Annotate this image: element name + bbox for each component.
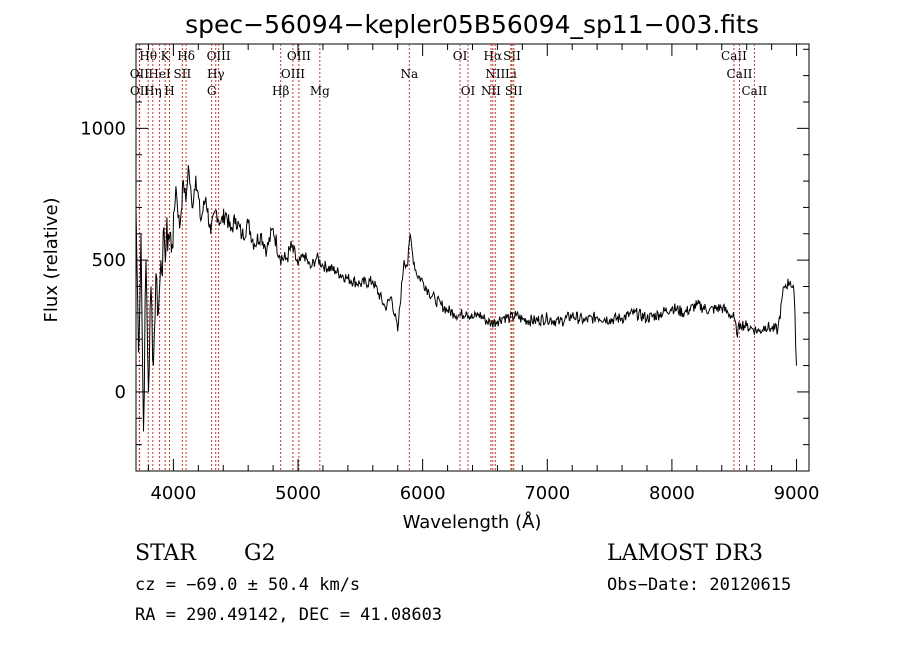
plot-frame <box>135 43 810 472</box>
marker-label-0: Hθ <box>139 49 157 63</box>
x-tick-label-5: 9000 <box>774 483 820 504</box>
marker-label-8: CaII <box>721 49 747 63</box>
x-axis-label: Wavelength (Å) <box>403 511 542 533</box>
marker-label-11: SII <box>174 67 192 81</box>
marker-label-26: SII <box>505 84 523 98</box>
redshift-cz: cz = −69.0 ± 50.4 km/s <box>135 575 360 595</box>
x-tick-label-0: 4000 <box>150 483 196 504</box>
marker-label-5: OI <box>453 49 468 63</box>
marker-label-27: CaII <box>741 84 767 98</box>
marker-label-3: OIII <box>207 49 231 63</box>
y-tick-label-1: 500 <box>92 250 126 271</box>
x-tick-label-3: 7000 <box>524 483 570 504</box>
subclass: G2 <box>244 541 276 566</box>
marker-label-16: Li <box>505 67 517 81</box>
marker-label-20: H <box>164 84 174 98</box>
marker-label-23: Mg <box>310 84 330 98</box>
survey-name: LAMOST DR3 <box>607 541 763 566</box>
y-tick-label-0: 0 <box>115 382 126 403</box>
y-axis-label: Flux (relative) <box>41 197 62 322</box>
marker-label-12: Hγ <box>207 67 225 81</box>
marker-label-21: G <box>207 84 217 98</box>
axis-ticks: 4000 5000 6000 7000 8000 9000 0 500 1000 <box>80 44 819 504</box>
marker-label-4: OIII <box>287 49 311 63</box>
flux-series <box>135 165 797 432</box>
marker-label-13: OIII <box>281 67 305 81</box>
chart-title: spec−56094−kepler05B56094_sp11−003.fits <box>185 10 759 39</box>
marker-label-25: NII <box>481 84 501 98</box>
x-tick-label-4: 8000 <box>649 483 695 504</box>
obs-date: Obs−Date: 20120615 <box>607 575 791 595</box>
x-tick-label-2: 6000 <box>400 483 446 504</box>
marker-label-7: SII <box>503 49 521 63</box>
coordinates: RA = 290.49142, DEC = 41.08603 <box>135 605 442 625</box>
x-tick-label-1: 5000 <box>275 483 321 504</box>
marker-label-6: Hα <box>484 49 503 63</box>
y-tick-label-2: 1000 <box>80 118 126 139</box>
marker-label-22: Hβ <box>272 84 289 98</box>
marker-label-1: K <box>161 49 171 63</box>
marker-label-17: CaII <box>727 67 753 81</box>
object-class: STAR <box>135 541 197 566</box>
marker-label-14: Na <box>400 67 418 81</box>
marker-label-19: Hη <box>144 84 162 98</box>
marker-label-15: NII <box>485 67 505 81</box>
marker-label-2: Hδ <box>177 49 195 63</box>
marker-label-24: OI <box>461 84 476 98</box>
flux-line-0 <box>135 165 797 432</box>
marker-label-10: HeI <box>148 67 171 81</box>
marker-label-18: OII <box>130 84 150 98</box>
